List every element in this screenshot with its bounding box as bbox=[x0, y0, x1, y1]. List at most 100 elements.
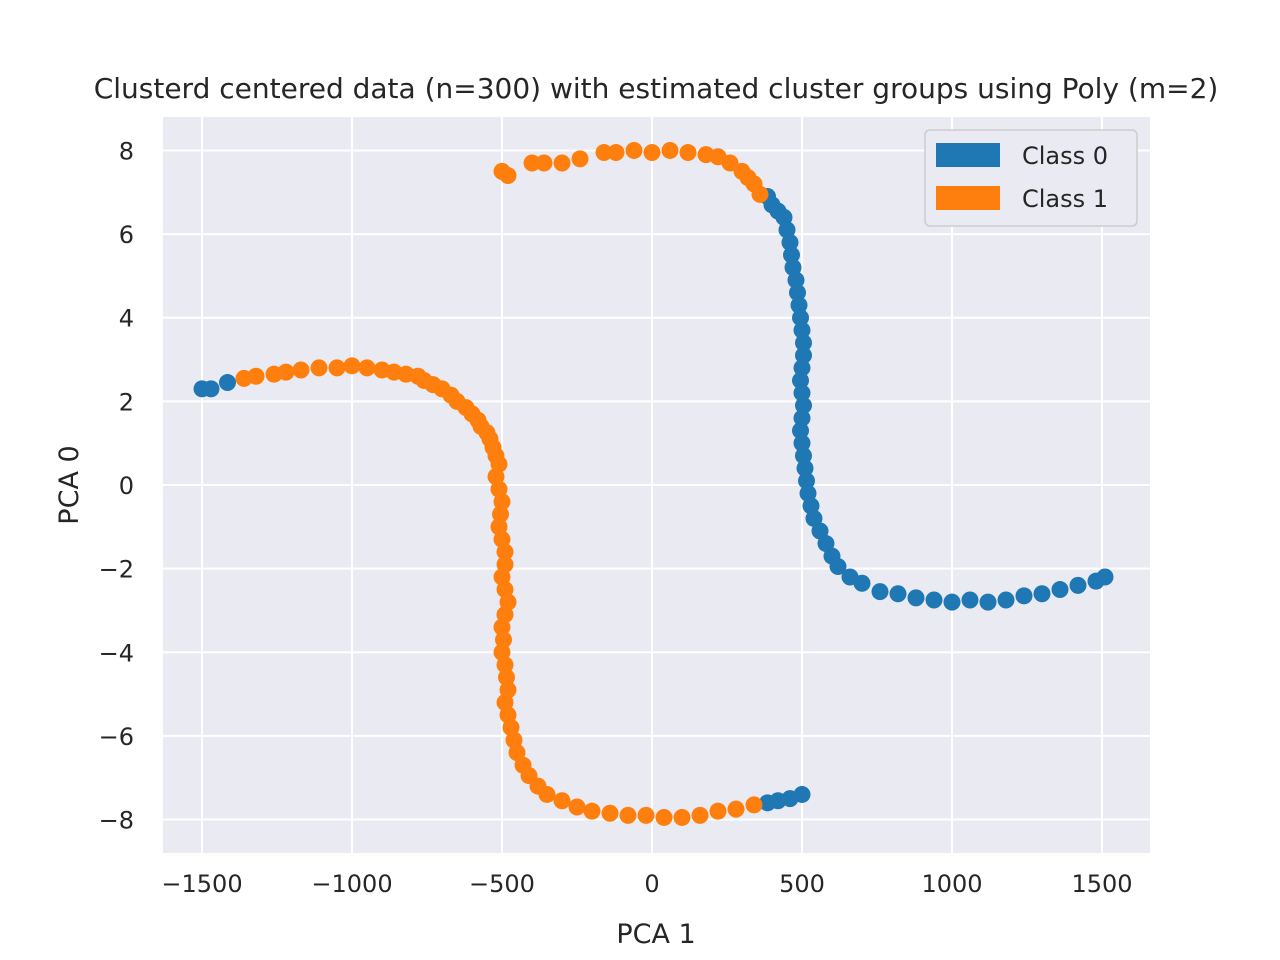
data-point bbox=[661, 141, 679, 159]
data-point bbox=[568, 798, 586, 816]
data-point bbox=[793, 384, 811, 402]
data-point bbox=[792, 309, 809, 327]
data-point bbox=[607, 144, 625, 162]
data-point bbox=[783, 246, 800, 264]
data-point bbox=[796, 459, 814, 477]
data-point bbox=[907, 589, 925, 607]
data-point bbox=[498, 668, 515, 686]
data-point bbox=[538, 785, 556, 803]
data-point bbox=[789, 284, 806, 302]
data-point bbox=[673, 808, 691, 826]
data-point bbox=[601, 804, 619, 822]
legend-label-class-0: Class 0 bbox=[1022, 142, 1108, 170]
data-point bbox=[793, 409, 811, 427]
x-tick-label: 0 bbox=[644, 870, 659, 898]
data-point bbox=[792, 422, 809, 440]
data-point bbox=[535, 154, 553, 172]
data-point bbox=[679, 144, 697, 162]
data-point bbox=[829, 558, 847, 576]
data-point bbox=[571, 150, 589, 168]
data-point bbox=[1051, 581, 1069, 599]
x-tick-label: 500 bbox=[779, 870, 825, 898]
data-point bbox=[793, 785, 811, 803]
data-points bbox=[193, 141, 1114, 826]
data-point bbox=[792, 371, 809, 389]
data-point bbox=[925, 591, 943, 609]
data-point bbox=[328, 359, 346, 377]
y-tick-label: 6 bbox=[119, 221, 134, 249]
y-tick-label: 0 bbox=[119, 472, 134, 500]
data-point bbox=[709, 802, 727, 820]
legend-label-class-1: Class 1 bbox=[1022, 185, 1108, 213]
data-point bbox=[979, 593, 997, 611]
data-point bbox=[553, 792, 571, 810]
data-point bbox=[853, 574, 871, 592]
grid-lines bbox=[163, 117, 1150, 853]
data-point bbox=[277, 363, 295, 381]
y-tick-label: −4 bbox=[99, 639, 134, 667]
data-point bbox=[793, 359, 811, 377]
data-point bbox=[871, 583, 889, 601]
data-point bbox=[496, 543, 514, 561]
data-point bbox=[492, 505, 509, 523]
series-class-0 bbox=[193, 187, 1114, 812]
data-point bbox=[493, 618, 511, 636]
data-point bbox=[787, 271, 805, 289]
data-point bbox=[553, 154, 571, 172]
data-point bbox=[310, 359, 328, 377]
data-point bbox=[499, 167, 517, 185]
data-point bbox=[343, 357, 361, 375]
x-tick-label: −1000 bbox=[311, 870, 392, 898]
data-point bbox=[745, 796, 763, 814]
data-point bbox=[619, 806, 637, 824]
x-tick-label: −1500 bbox=[161, 870, 242, 898]
legend-swatch-class-1 bbox=[936, 186, 1000, 210]
x-tick-label: 1500 bbox=[1071, 870, 1132, 898]
data-point bbox=[583, 802, 601, 820]
x-tick-label: 1000 bbox=[921, 870, 982, 898]
data-point bbox=[655, 808, 673, 826]
data-point bbox=[721, 154, 739, 172]
data-point bbox=[889, 585, 907, 603]
data-point bbox=[202, 380, 220, 398]
data-point bbox=[219, 374, 236, 392]
y-tick-labels: −8 −6 −4 −2 0 2 4 6 8 bbox=[99, 137, 134, 834]
data-point bbox=[751, 185, 769, 203]
data-point bbox=[493, 493, 511, 511]
y-tick-label: 2 bbox=[119, 388, 134, 416]
data-point bbox=[691, 806, 709, 824]
data-point bbox=[795, 334, 812, 352]
data-point bbox=[358, 359, 376, 377]
data-point bbox=[496, 656, 514, 674]
data-point bbox=[790, 296, 808, 314]
data-point bbox=[1015, 587, 1033, 605]
legend: Class 0 Class 1 bbox=[924, 129, 1138, 227]
series-class-1 bbox=[235, 141, 769, 826]
chart-title: Clusterd centered data (n=300) with esti… bbox=[94, 72, 1219, 105]
x-tick-label: −500 bbox=[469, 870, 535, 898]
y-tick-label: −8 bbox=[99, 807, 134, 835]
data-point bbox=[997, 591, 1015, 609]
data-point bbox=[727, 800, 745, 818]
y-tick-label: 4 bbox=[119, 305, 134, 333]
data-point bbox=[495, 631, 512, 649]
y-tick-label: −6 bbox=[99, 723, 134, 751]
data-point bbox=[795, 447, 812, 465]
data-point bbox=[793, 321, 811, 339]
data-point bbox=[795, 346, 812, 364]
data-point bbox=[943, 593, 961, 611]
data-point bbox=[247, 367, 265, 385]
data-point bbox=[1069, 576, 1087, 594]
data-point bbox=[643, 144, 661, 162]
data-point bbox=[781, 233, 799, 251]
data-point bbox=[793, 434, 811, 452]
legend-swatch-class-0 bbox=[936, 143, 1000, 167]
data-point bbox=[795, 397, 812, 415]
data-point bbox=[798, 472, 815, 490]
data-point bbox=[637, 806, 655, 824]
data-point bbox=[961, 591, 979, 609]
x-tick-labels: −1500 −1000 −500 0 500 1000 1500 bbox=[161, 870, 1132, 898]
y-tick-label: 8 bbox=[119, 137, 134, 165]
data-point bbox=[292, 361, 310, 379]
